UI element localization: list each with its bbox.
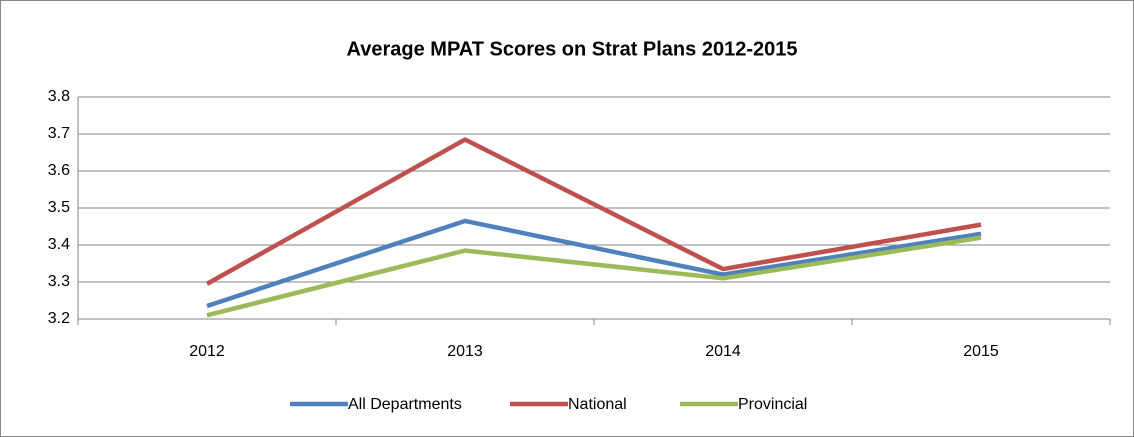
y-tick-label: 3.6 [48, 162, 70, 179]
x-tick-label: 2013 [447, 343, 483, 360]
legend-label: National [568, 396, 627, 413]
y-tick-label: 3.2 [48, 310, 70, 327]
y-tick-label: 3.8 [48, 88, 70, 105]
series-line [205, 137, 982, 286]
y-tick-label: 3.4 [48, 236, 70, 253]
series-line [206, 235, 982, 318]
y-tick-label: 3.7 [48, 125, 70, 142]
chart-title: Average MPAT Scores on Strat Plans 2012-… [347, 38, 798, 60]
x-tick-label: 2015 [963, 343, 999, 360]
x-tick-label: 2014 [705, 343, 741, 360]
y-tick-label: 3.5 [48, 199, 70, 216]
series-line [206, 218, 982, 309]
x-tick-label: 2012 [189, 343, 225, 360]
legend-label: All Departments [348, 396, 462, 413]
legend-label: Provincial [738, 396, 807, 413]
y-tick-label: 3.3 [48, 273, 70, 290]
